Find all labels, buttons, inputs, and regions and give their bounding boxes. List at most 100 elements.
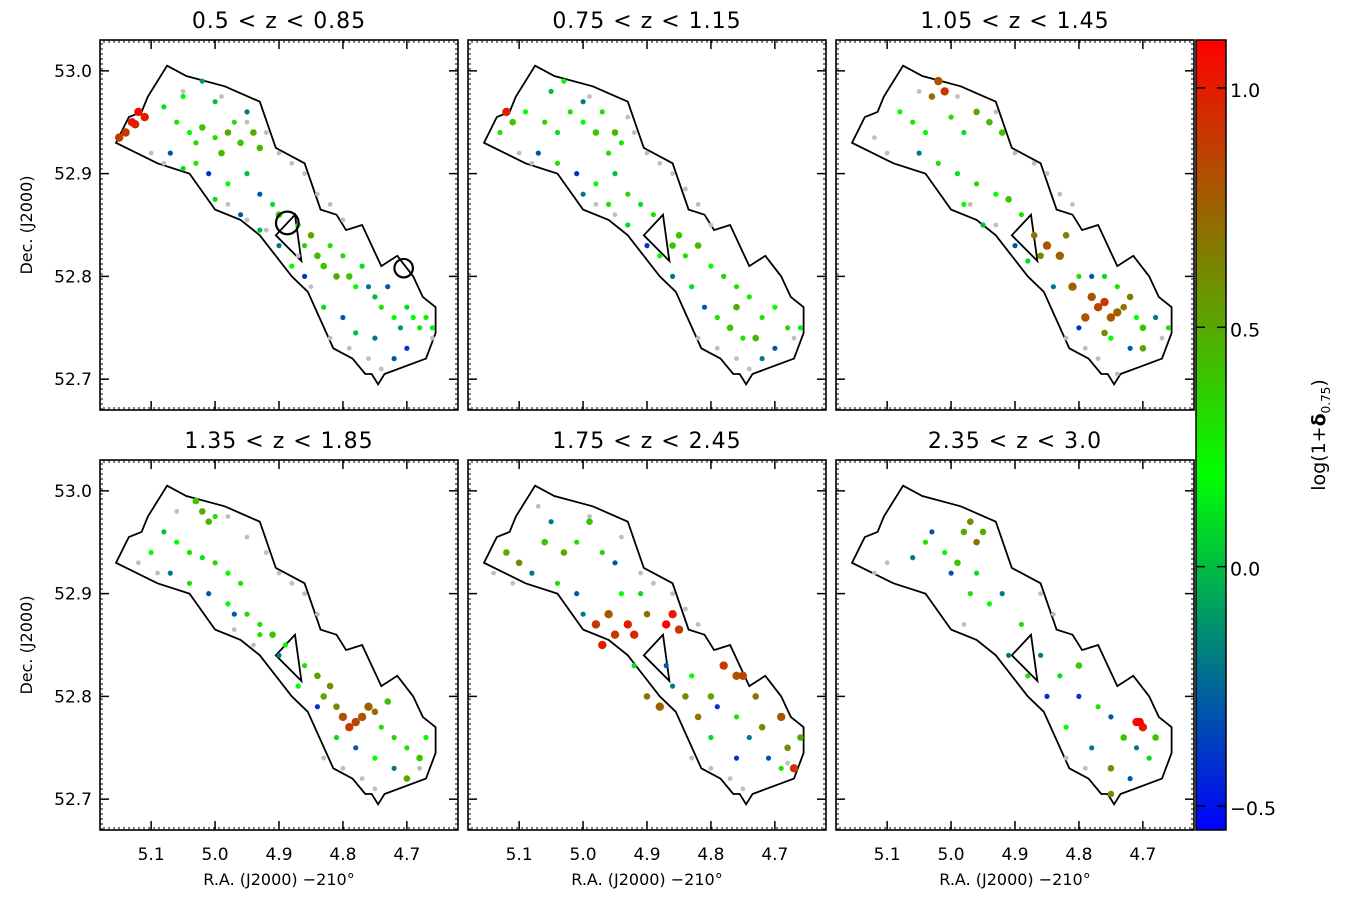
galaxy-point (340, 765, 346, 771)
galaxy-point (410, 314, 416, 321)
galaxy-point (657, 253, 663, 259)
galaxy-point (695, 202, 701, 207)
panel-frame (835, 39, 1195, 411)
x-tick-label: 5.0 (202, 845, 229, 865)
galaxy-point (733, 755, 740, 761)
galaxy-point (257, 632, 263, 638)
galaxy-point (644, 150, 650, 156)
galaxy-point (560, 549, 568, 556)
galaxy-point (719, 661, 728, 670)
galaxy-point (302, 243, 308, 249)
galaxy-point (993, 109, 999, 115)
y-tick-label: 52.7 (54, 790, 92, 810)
galaxy-point (643, 693, 651, 700)
galaxy-point (1057, 673, 1063, 679)
survey-footprint (850, 484, 1173, 807)
galaxy-point (910, 555, 916, 561)
galaxy-point (631, 130, 637, 135)
panel-frame (99, 459, 459, 831)
galaxy-point (961, 201, 967, 207)
x-tick-label: 4.8 (329, 845, 356, 865)
galaxy-point (574, 539, 580, 545)
galaxy-point (657, 160, 663, 166)
galaxy-point (928, 93, 936, 100)
galaxy-point (308, 284, 314, 290)
galaxy-point (961, 129, 967, 136)
minor-ticks (100, 460, 458, 830)
galaxy-point (295, 253, 301, 259)
galaxy-point (404, 745, 410, 751)
galaxy-point (529, 160, 535, 166)
galaxy-point (999, 591, 1005, 597)
galaxy-point (276, 570, 282, 576)
galaxy-point (734, 356, 739, 361)
galaxy-point (872, 135, 877, 141)
panel-title: 1.75 < z < 2.45 (552, 429, 741, 454)
galaxy-point (612, 212, 618, 218)
y-axis-label: Dec. (J2000) (17, 595, 36, 694)
galaxy-point (897, 109, 903, 115)
galaxy-point (127, 118, 137, 127)
galaxy-point (1025, 673, 1031, 679)
galaxy-point (320, 262, 328, 270)
y-tick-label: 52.9 (54, 165, 92, 185)
minor-ticks (468, 40, 826, 410)
galaxy-point (206, 591, 212, 597)
x-tick-label: 4.7 (761, 845, 788, 865)
galaxy-point (497, 129, 503, 136)
colorbar-tick-label: −0.5 (1230, 798, 1276, 820)
galaxy-point (192, 497, 200, 505)
galaxy-point (1107, 765, 1115, 772)
galaxy-point (1127, 345, 1133, 351)
galaxy-point (257, 621, 263, 628)
galaxy-point (225, 601, 231, 607)
galaxy-point (1063, 755, 1069, 761)
galaxy-point (346, 273, 353, 280)
galaxy-point (625, 222, 631, 228)
galaxy-point (674, 625, 684, 634)
galaxy-point (777, 712, 786, 722)
galaxy-point (218, 149, 225, 157)
galaxy-point (199, 508, 206, 515)
galaxy-point (625, 191, 631, 197)
galaxy-point (1030, 232, 1038, 239)
galaxy-point (948, 570, 954, 576)
galaxy-point (714, 345, 720, 351)
galaxy-point (1095, 704, 1101, 710)
galaxy-point (417, 325, 423, 331)
galaxy-point (1146, 755, 1152, 761)
x-tick-label: 5.0 (938, 845, 965, 865)
galaxy-point (650, 212, 657, 218)
galaxy-point (611, 129, 619, 136)
galaxy-point (302, 591, 307, 596)
galaxy-point (618, 140, 625, 146)
galaxy-point (714, 704, 720, 710)
galaxy-point (289, 263, 295, 269)
galaxy-point (378, 724, 384, 730)
x-axis-label: R.A. (J2000) −210° (203, 870, 354, 889)
galaxy-point (315, 191, 320, 197)
galaxy-point (922, 129, 929, 136)
galaxy-point (371, 708, 379, 716)
galaxy-point (561, 78, 567, 84)
galaxy-point (136, 560, 141, 566)
galaxy-point (269, 631, 276, 638)
galaxy-point (404, 345, 410, 351)
galaxy-point (359, 776, 365, 781)
galaxy-point (1051, 611, 1056, 617)
galaxy-point (598, 640, 607, 650)
galaxy-point (314, 704, 320, 710)
colorbar-gradient (1195, 39, 1227, 831)
galaxy-point (397, 325, 404, 331)
galaxy-point (1126, 293, 1134, 301)
galaxy-point (599, 549, 605, 556)
galaxy-point (979, 528, 987, 536)
galaxy-point (140, 112, 149, 122)
galaxy-point (353, 330, 359, 336)
panel-1: 0.5 < z < 0.85 52.7 52.8 52.9 53.0 Dec. (J200… (17, 9, 459, 411)
galaxy-point (366, 356, 371, 361)
galaxy-point (326, 682, 334, 690)
galaxy-point (797, 734, 804, 741)
galaxy-point (1095, 356, 1101, 361)
galaxy-point (567, 109, 573, 115)
